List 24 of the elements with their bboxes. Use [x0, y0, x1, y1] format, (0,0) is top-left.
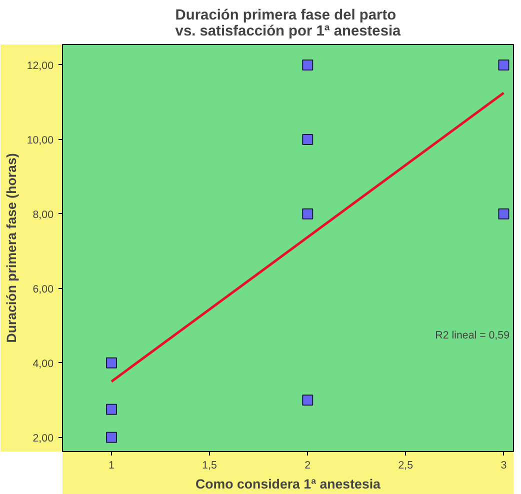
x-axis-title: Como considera 1ª anestesia — [196, 476, 382, 492]
x-tick-label: 2,5 — [398, 460, 414, 472]
point — [106, 357, 118, 368]
y-tick-label: 10,00 — [26, 134, 54, 146]
x-tick-label: 2 — [304, 460, 311, 472]
x-tick-label: 3 — [500, 460, 507, 472]
y-tick-label: 6,00 — [32, 283, 54, 296]
point — [302, 394, 314, 406]
point — [106, 404, 118, 415]
point — [302, 59, 314, 70]
y-tick-label: 2,00 — [32, 432, 54, 444]
y-tick-label: 4,00 — [32, 358, 54, 370]
point — [302, 208, 314, 220]
x-tick-label: 1 — [108, 460, 115, 472]
y-tick-label: 12,00 — [26, 60, 54, 72]
point — [498, 208, 510, 220]
annotation: R2 lineal = 0,59 — [435, 330, 510, 342]
x-tick-label: 1,5 — [202, 460, 218, 472]
chart-title: Duración primera fase del parto vs. satisfacción por 1ª anestesia — [175, 8, 402, 40]
y-tick-label: 8,00 — [32, 208, 54, 221]
point — [302, 134, 314, 145]
point — [498, 59, 510, 70]
y-axis-title: Duración primera fase (horas) — [4, 153, 19, 343]
point — [106, 432, 118, 443]
